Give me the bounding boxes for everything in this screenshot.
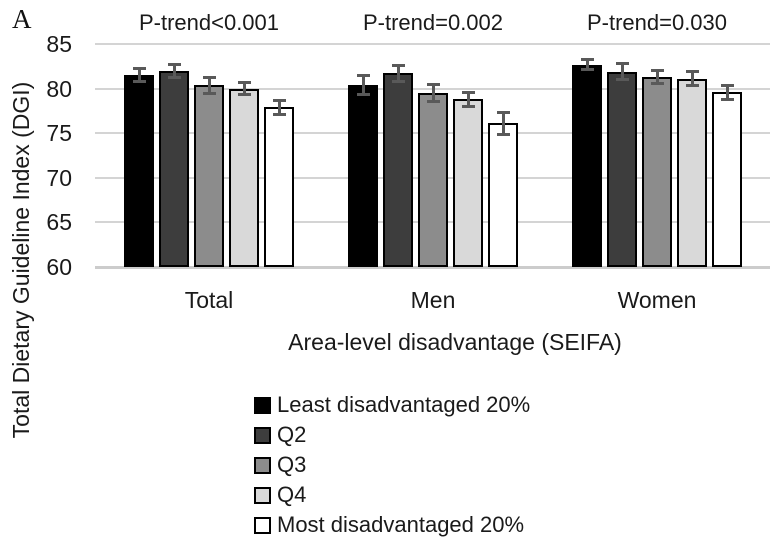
error-bar-cap: [580, 57, 594, 61]
bar: [677, 78, 707, 267]
error-bar-cap: [496, 111, 510, 115]
error-bar: [361, 75, 365, 95]
y-tick-label: 85: [46, 31, 72, 57]
gridline: [95, 43, 770, 45]
bar: [229, 88, 259, 267]
legend-item: Least disadvantaged 20%: [254, 390, 530, 420]
error-bar-cap: [237, 93, 251, 97]
bar: [572, 64, 602, 267]
error-bar-cap: [496, 132, 510, 136]
legend-swatch: [254, 486, 271, 504]
legend-swatch: [254, 396, 271, 414]
error-bar-cap: [272, 112, 286, 116]
legend-label: Q2: [277, 422, 307, 447]
p-trend-label: P-trend<0.001: [138, 10, 280, 35]
legend-item: Q3: [254, 450, 530, 480]
legend-item: Q2: [254, 420, 530, 450]
error-bar-cap: [202, 91, 216, 95]
legend-item: Q4: [254, 480, 530, 510]
error-bar-cap: [356, 73, 370, 77]
error-bar: [655, 70, 659, 84]
error-bar-cap: [615, 62, 629, 66]
error-bar-cap: [685, 84, 699, 88]
bar: [607, 71, 637, 267]
error-bar-cap: [461, 104, 475, 108]
error-bar-cap: [132, 79, 146, 83]
bar: [418, 93, 448, 267]
legend-label: Most disadvantaged 20%: [277, 512, 525, 537]
error-bar: [431, 84, 435, 102]
error-bar: [620, 63, 624, 80]
error-bar: [172, 64, 176, 77]
error-bar-cap: [237, 80, 251, 84]
error-bar-cap: [356, 93, 370, 97]
legend-swatch: [254, 426, 271, 444]
bar: [124, 75, 154, 267]
bar: [488, 123, 518, 267]
error-bar: [585, 59, 589, 70]
x-axis-title: Area-level disadvantage (SEIFA): [288, 329, 622, 355]
gridline: [95, 266, 770, 269]
p-trend-label: P-trend=0.002: [362, 10, 504, 35]
category-label: Men: [410, 287, 456, 313]
y-tick-label: 60: [46, 254, 72, 280]
bar: [348, 85, 378, 267]
legend-label: Q4: [277, 482, 307, 507]
error-bar-cap: [272, 98, 286, 102]
error-bar-cap: [132, 67, 146, 71]
error-bar: [277, 100, 281, 115]
error-bar-cap: [167, 75, 181, 79]
error-bar: [725, 85, 729, 100]
bar: [194, 85, 224, 267]
panel-label: A: [12, 4, 32, 34]
legend-swatch: [254, 516, 271, 534]
error-bar-cap: [391, 63, 405, 67]
error-bar: [137, 68, 141, 82]
error-bar-cap: [167, 63, 181, 67]
bar: [642, 77, 672, 267]
y-tick-label: 75: [46, 120, 72, 147]
error-bar-cap: [580, 68, 594, 72]
bar: [159, 70, 189, 267]
y-tick-label: 65: [46, 209, 72, 236]
error-bar-cap: [720, 83, 734, 87]
bar: [383, 73, 413, 267]
legend-label: Least disadvantaged 20%: [277, 392, 531, 417]
error-bar-cap: [650, 81, 664, 85]
p-trend-label: P-trend=0.030: [586, 10, 728, 35]
error-bar: [207, 77, 211, 94]
bar: [712, 92, 742, 267]
error-bar: [242, 82, 246, 95]
legend: Least disadvantaged 20% Q2 Q3 Q4 Most disadv…: [254, 390, 530, 540]
error-bar-cap: [426, 100, 440, 104]
error-bar-cap: [685, 70, 699, 74]
legend-label: Q3: [277, 452, 307, 477]
error-bar: [690, 71, 694, 86]
category-label: Total: [184, 287, 234, 313]
error-bar-cap: [426, 82, 440, 86]
error-bar: [501, 112, 505, 135]
error-bar-cap: [461, 90, 475, 94]
error-bar: [466, 92, 470, 107]
error-bar-cap: [720, 97, 734, 101]
error-bar: [396, 65, 400, 82]
error-bar-cap: [615, 78, 629, 82]
error-bar-cap: [391, 79, 405, 83]
legend-item: Most disadvantaged 20%: [254, 510, 530, 540]
legend-swatch: [254, 456, 271, 474]
category-label: Women: [617, 287, 697, 313]
error-bar-cap: [650, 69, 664, 73]
error-bar-cap: [202, 75, 216, 79]
bar: [264, 107, 294, 267]
y-tick-label: 70: [46, 164, 72, 191]
bar: [453, 99, 483, 267]
y-tick-label: 80: [46, 75, 72, 102]
